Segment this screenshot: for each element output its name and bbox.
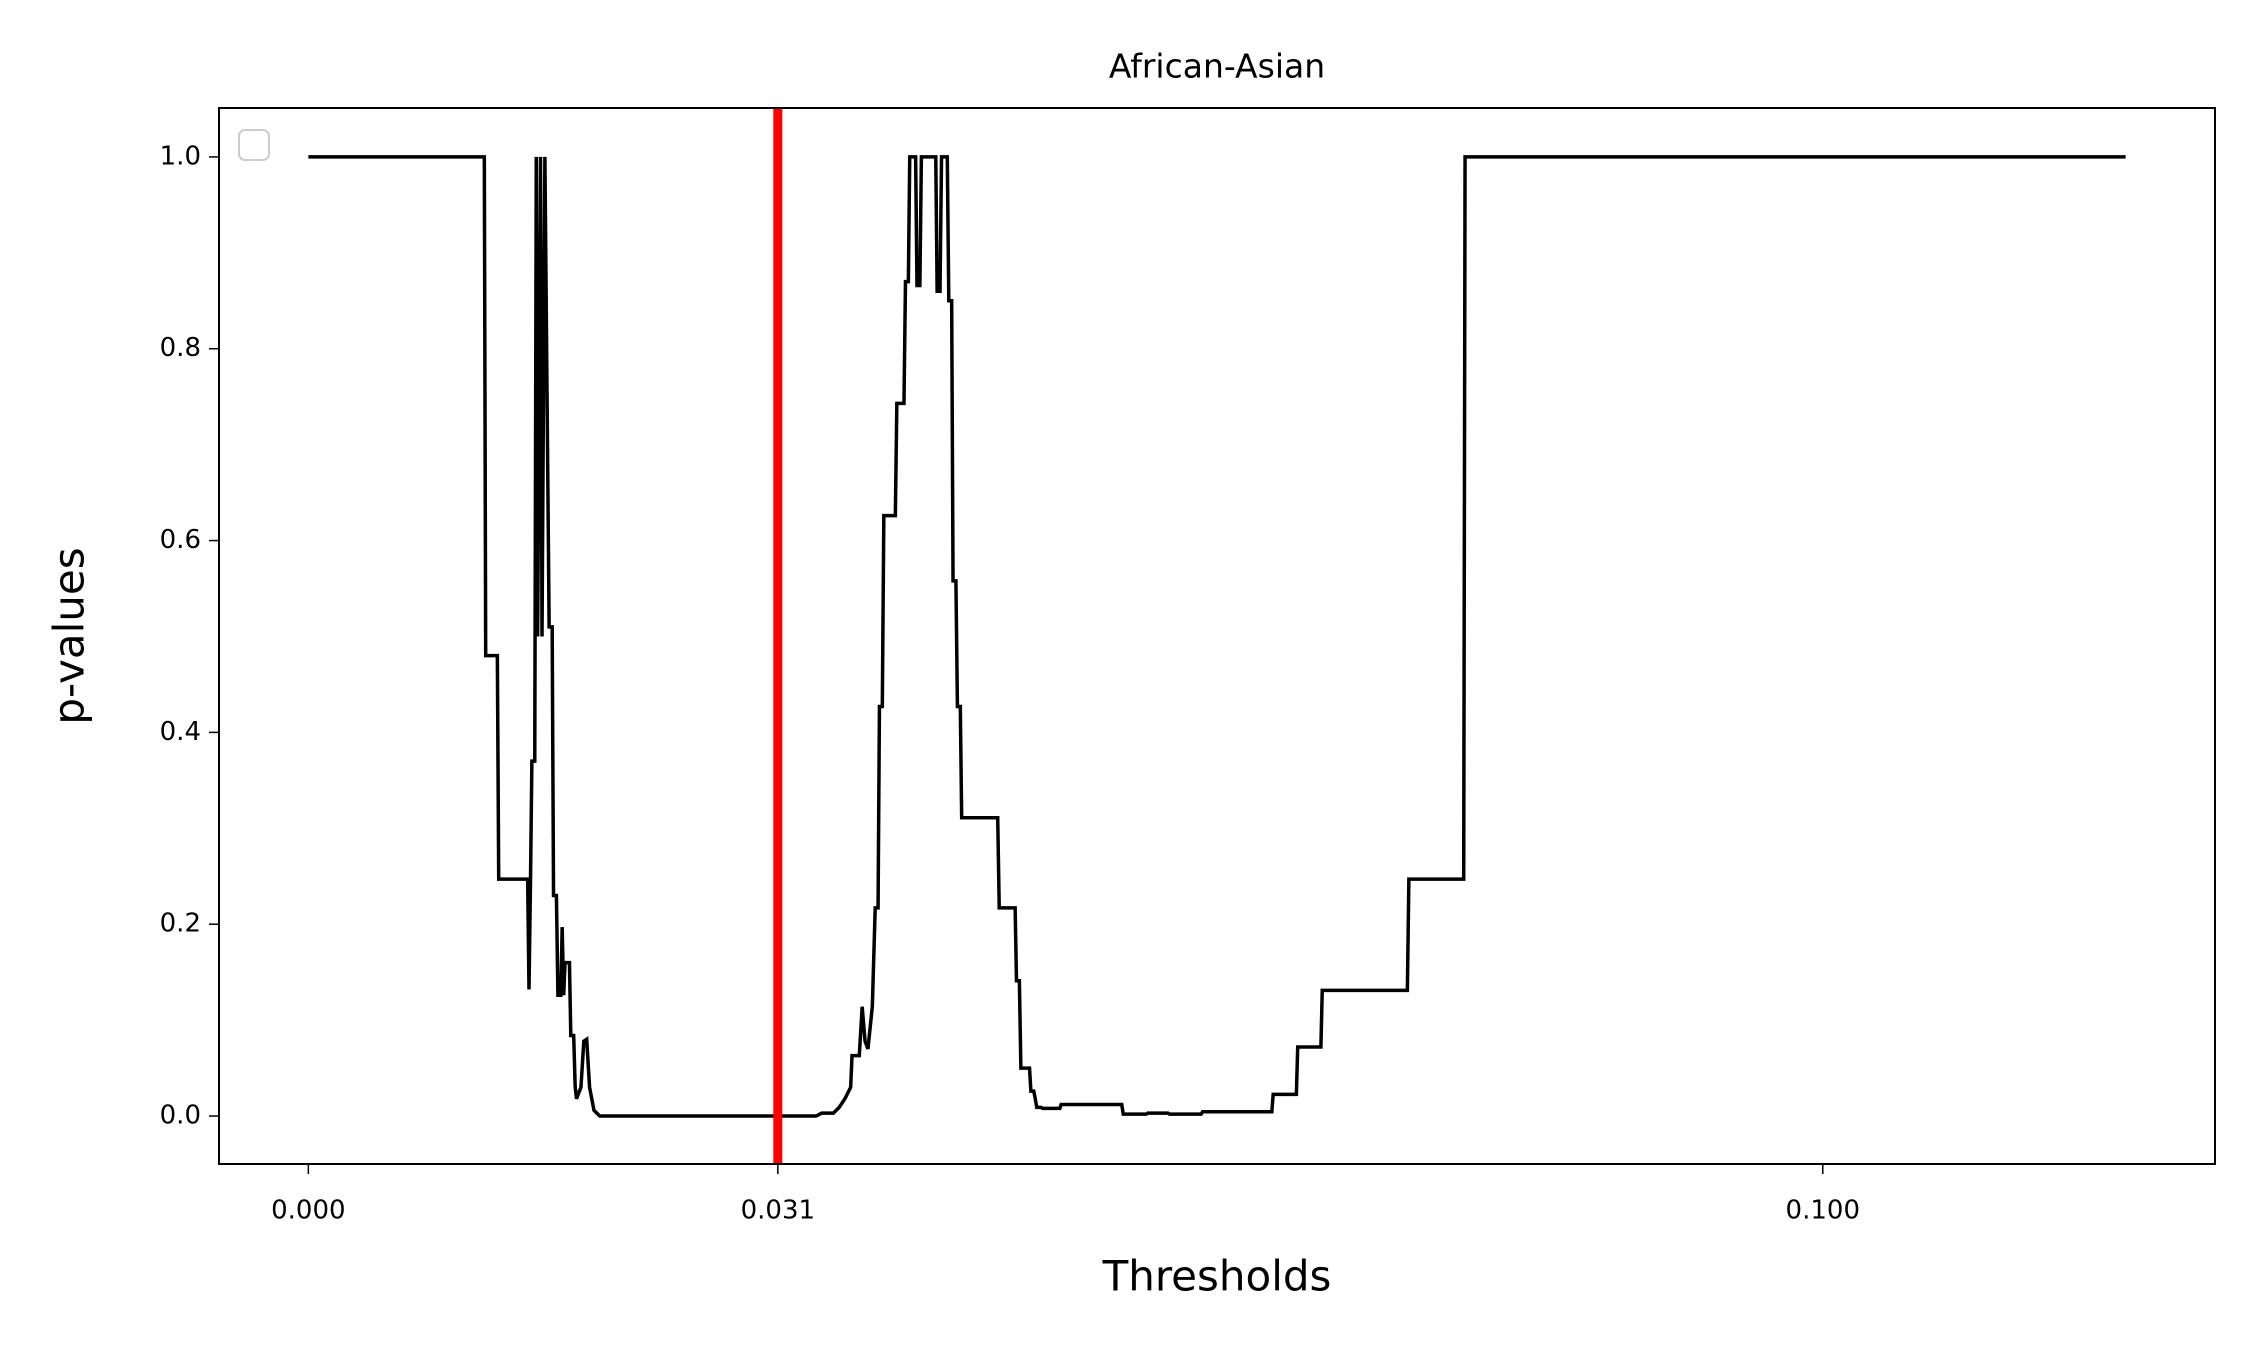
- data-line: [308, 155, 2126, 1118]
- x-tick-label: 0.000: [271, 1196, 345, 1226]
- y-tick-label: 0.0: [160, 1101, 201, 1131]
- y-tick-label: 0.8: [160, 333, 201, 363]
- y-axis-label: p-values: [45, 547, 94, 724]
- plot-frame: [218, 107, 2216, 1165]
- legend-box: [238, 129, 270, 161]
- x-tick-label: 0.100: [1786, 1196, 1860, 1226]
- y-tick-label: 1.0: [160, 141, 201, 171]
- y-tick-label: 0.6: [160, 525, 201, 555]
- y-tick-label: 0.4: [160, 717, 201, 747]
- x-axis-label: Thresholds: [1102, 1252, 1332, 1301]
- y-tick-label: 0.2: [160, 909, 201, 939]
- chart-title: African-Asian: [1109, 47, 1325, 86]
- x-tick-label: 0.031: [741, 1196, 815, 1226]
